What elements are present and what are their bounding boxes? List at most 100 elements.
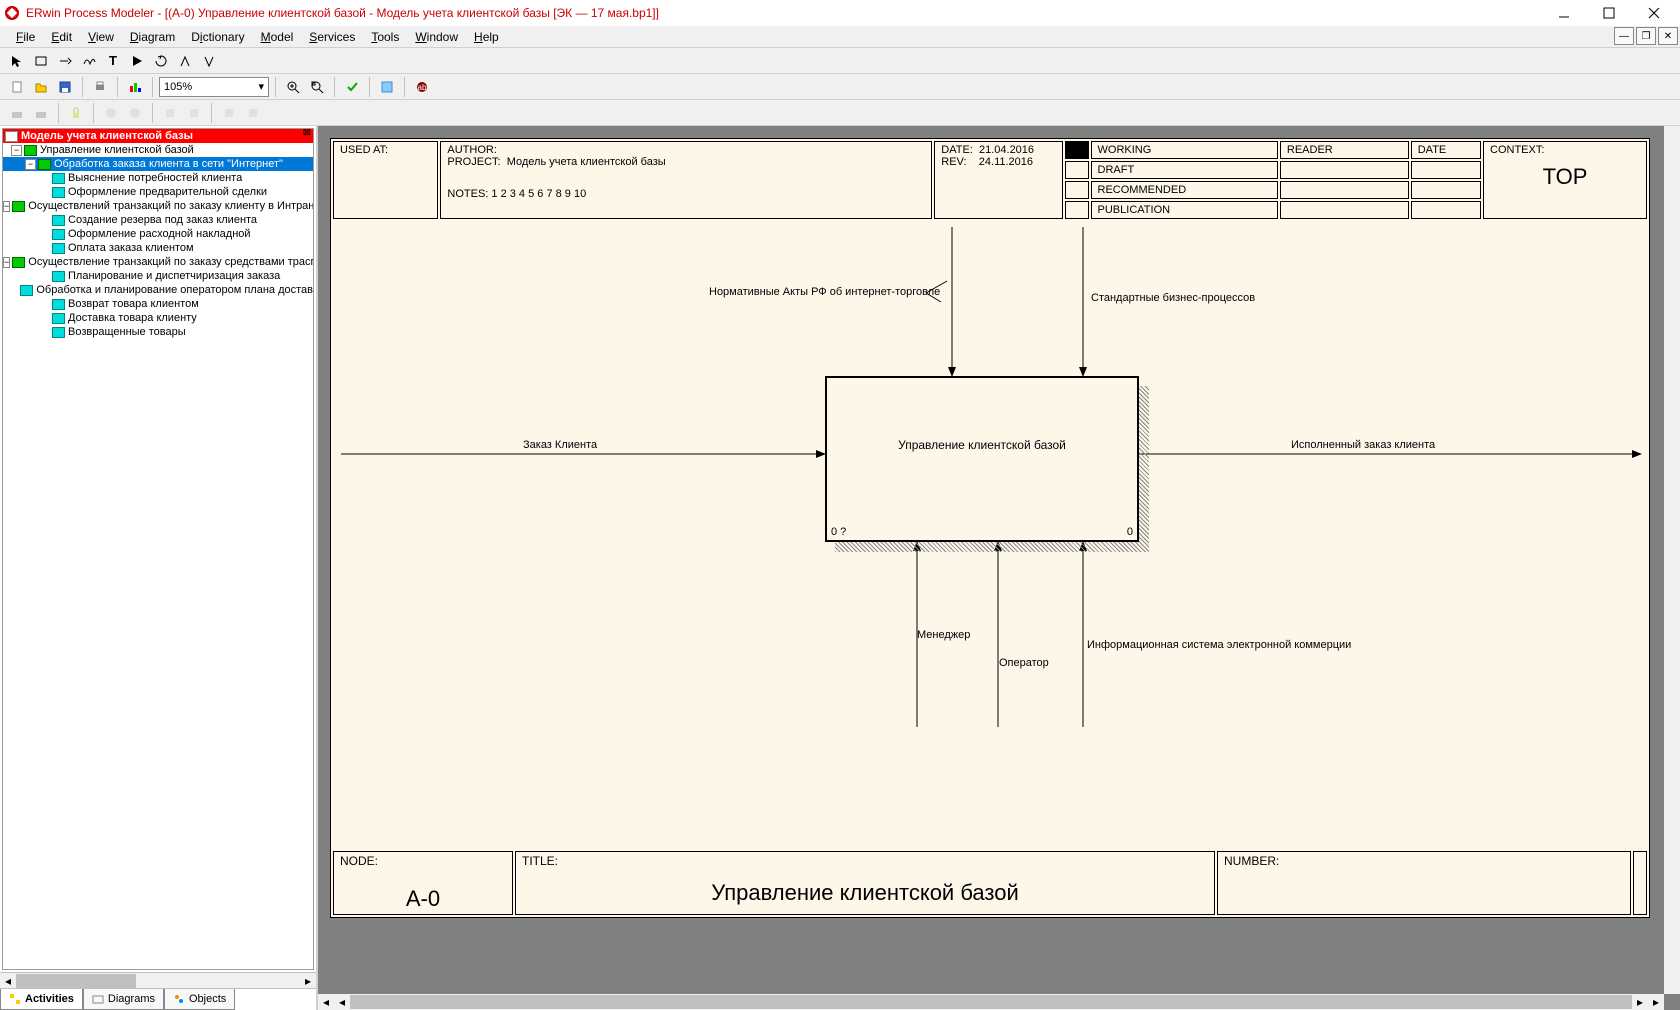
notes-label: NOTES: 1 2 3 4 5 6 7 8 9 10 — [447, 188, 925, 200]
tree-item[interactable]: −Управление клиентской базой — [3, 143, 313, 157]
tab-diagrams[interactable]: Diagrams — [83, 989, 164, 1010]
canvas-scrollbar-vertical[interactable] — [1664, 126, 1680, 994]
menu-help[interactable]: Help — [466, 28, 507, 46]
control1-label: Нормативные Акты РФ об интернет-торговле — [709, 286, 940, 298]
status-draft: DRAFT — [1091, 161, 1278, 179]
mm-btn4[interactable] — [100, 102, 122, 124]
tree-item-label: Выяснение потребностей клиента — [68, 172, 242, 184]
model-tree[interactable]: ⊠ Модель учета клиентской базы −Управлен… — [2, 128, 314, 970]
control2-label: Стандартные бизнес-процессов — [1091, 292, 1255, 304]
zoom-combo[interactable]: 105%▾ — [159, 77, 269, 97]
close-button[interactable] — [1631, 0, 1676, 26]
tree-item[interactable]: Оформление предварительной сделки — [3, 185, 313, 199]
tab-diagrams-label: Diagrams — [108, 993, 155, 1005]
mdi-close-button[interactable]: ✕ — [1658, 27, 1678, 45]
squiggle-tool-button[interactable] — [78, 50, 100, 72]
menu-view[interactable]: View — [80, 28, 122, 46]
tree-item[interactable]: Возвращенные товары — [3, 325, 313, 339]
pointer-tool-button[interactable] — [6, 50, 28, 72]
print-button[interactable] — [89, 76, 111, 98]
tab-activities[interactable]: Activities — [0, 989, 83, 1010]
tree-item-label: Доставка товара клиенту — [68, 312, 197, 324]
reader-label: READER — [1280, 141, 1409, 159]
mech3-label: Информационная система электронной комме… — [1087, 639, 1351, 651]
app-icon — [4, 5, 20, 21]
tree-item[interactable]: Планирование и диспетчиризация заказа — [3, 269, 313, 283]
tree-item-label: Оформление предварительной сделки — [68, 186, 267, 198]
mm-btn2[interactable] — [30, 102, 52, 124]
diagram-footer: NODE:A-0 TITLE:Управление клиентской баз… — [331, 849, 1649, 917]
zoom-out-button[interactable] — [306, 76, 328, 98]
menu-tools[interactable]: Tools — [363, 28, 407, 46]
text-tool-button[interactable]: T — [102, 50, 124, 72]
titlebar: ERwin Process Modeler - [(A-0) Управлени… — [0, 0, 1680, 26]
tree-item[interactable]: Выяснение потребностей клиента — [3, 171, 313, 185]
rev-label: REV: — [941, 156, 966, 168]
menu-window[interactable]: Window — [407, 28, 466, 46]
open-button[interactable] — [30, 76, 52, 98]
date-value: 21.04.2016 — [979, 144, 1034, 156]
mm-btn6[interactable] — [159, 102, 181, 124]
play-tool-button[interactable] — [126, 50, 148, 72]
project-value: Модель учета клиентской базы — [507, 156, 666, 168]
tree-scrollbar-horizontal[interactable]: ◂▸ — [0, 972, 316, 988]
tab-activities-label: Activities — [25, 993, 74, 1005]
mm-btn9[interactable] — [242, 102, 264, 124]
diagram-canvas[interactable]: USED AT: AUTHOR: PROJECT: Модель учета к… — [318, 126, 1680, 1010]
tree-item[interactable]: Оплата заказа клиентом — [3, 241, 313, 255]
date2-label: DATE — [1411, 141, 1481, 159]
maximize-button[interactable] — [1586, 0, 1631, 26]
tree-item[interactable]: Доставка товара клиенту — [3, 311, 313, 325]
mm-lock-button[interactable] — [65, 102, 87, 124]
arrow-tool-button[interactable] — [54, 50, 76, 72]
goto-parent-button[interactable] — [174, 50, 196, 72]
menu-services[interactable]: Services — [301, 28, 363, 46]
input-label: Заказ Клиента — [523, 439, 597, 451]
tree-close-icon[interactable]: ⊠ — [303, 128, 311, 138]
tree-item-label: Обработка и планирование оператором план… — [36, 284, 313, 296]
tree-item[interactable]: Возврат товара клиентом — [3, 297, 313, 311]
mm-btn5[interactable] — [124, 102, 146, 124]
spell-button[interactable]: ab — [411, 76, 433, 98]
mdi-restore-button[interactable]: ❐ — [1636, 27, 1656, 45]
check-button[interactable] — [341, 76, 363, 98]
tree-item[interactable]: Оформление расходной накладной — [3, 227, 313, 241]
mm-btn7[interactable] — [183, 102, 205, 124]
tree-item[interactable]: Обработка и планирование оператором план… — [3, 283, 313, 297]
tree-item-label: Возврат товара клиентом — [68, 298, 199, 310]
canvas-scrollbar-horizontal[interactable]: ◂◂▸▸ — [318, 994, 1664, 1010]
mm-btn1[interactable] — [6, 102, 28, 124]
mm-btn8[interactable] — [218, 102, 240, 124]
mdi-minimize-button[interactable]: — — [1614, 27, 1634, 45]
model-explorer-button[interactable] — [376, 76, 398, 98]
tab-objects[interactable]: Objects — [164, 989, 235, 1010]
date-label: DATE: — [941, 144, 973, 156]
menu-edit[interactable]: Edit — [43, 28, 80, 46]
menu-diagram[interactable]: Diagram — [122, 28, 183, 46]
activity-box[interactable]: Управление клиентской базой 0 ? 0 — [825, 376, 1139, 542]
tree-item[interactable]: Создание резерва под заказ клиента — [3, 213, 313, 227]
tree-root[interactable]: Модель учета клиентской базы — [3, 129, 313, 143]
goto-child-button[interactable] — [150, 50, 172, 72]
tab-objects-label: Objects — [189, 993, 226, 1005]
save-button[interactable] — [54, 76, 76, 98]
tree-item[interactable]: −Осуществление транзакций по заказу сред… — [3, 255, 313, 269]
menu-model[interactable]: Model — [253, 28, 302, 46]
report-button[interactable] — [124, 76, 146, 98]
mech1-label: Менеджер — [917, 629, 970, 641]
tree-item[interactable]: −Осуществлений транзакций по заказу клие… — [3, 199, 313, 213]
goto-sibling-button[interactable] — [198, 50, 220, 72]
context-label: CONTEXT: — [1490, 144, 1640, 156]
rev-value: 24.11.2016 — [979, 156, 1033, 168]
minimize-button[interactable] — [1541, 0, 1586, 26]
box-tool-button[interactable] — [30, 50, 52, 72]
new-button[interactable] — [6, 76, 28, 98]
tree-item-selected[interactable]: −Обработка заказа клиента в сети "Интерн… — [3, 157, 313, 171]
menu-dictionary[interactable]: Dictionary — [183, 28, 252, 46]
output-label: Исполненный заказ клиента — [1291, 439, 1435, 451]
tree-item-label: Осуществление транзакций по заказу средс… — [28, 256, 314, 268]
zoom-in-button[interactable] — [282, 76, 304, 98]
menu-file[interactable]: File — [8, 28, 43, 46]
used-at-cell: USED AT: — [333, 141, 438, 219]
status-recommended: RECOMMENDED — [1091, 181, 1278, 199]
